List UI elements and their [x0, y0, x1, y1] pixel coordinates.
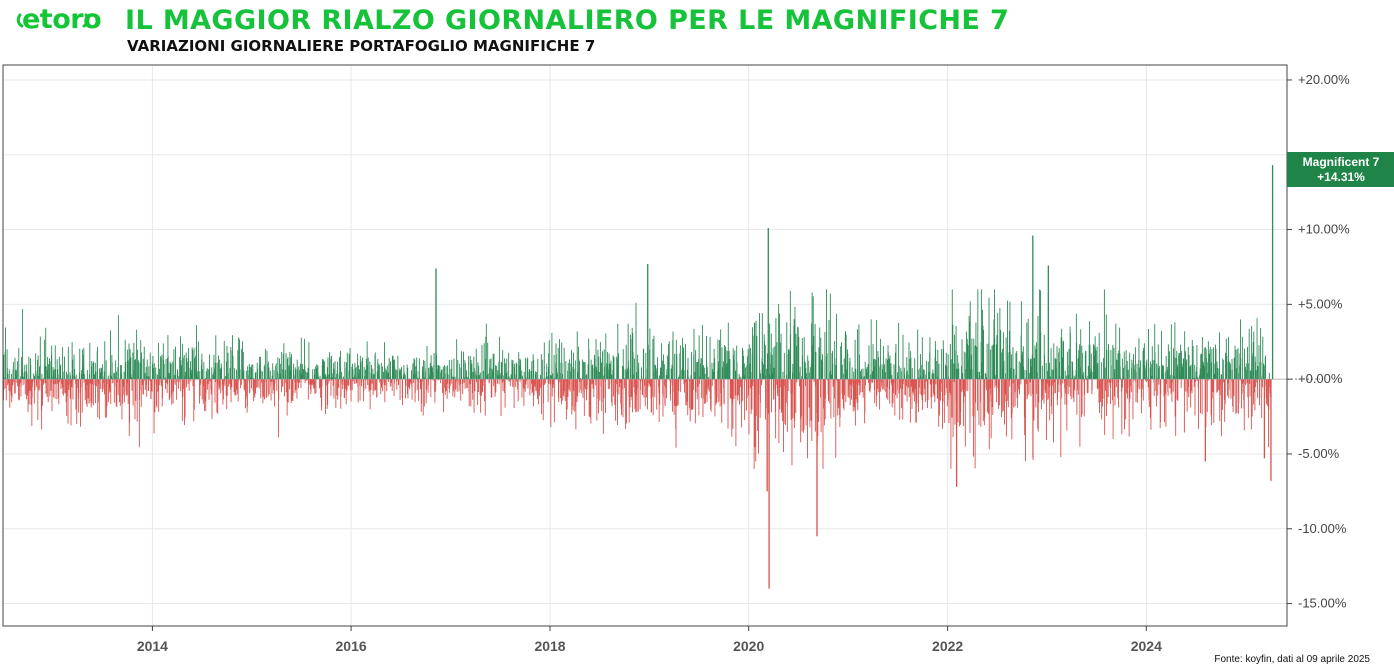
x-axis: 2014 2016 2018 2020 2022 2024: [137, 626, 1162, 654]
leaf-icon: [16, 13, 90, 28]
last-value-tag-value: +14.31%: [1317, 170, 1365, 184]
y-tick-label: -15.00%: [1298, 596, 1347, 611]
y-tick-label: +0.00%: [1298, 371, 1343, 386]
x-tick-label: 2020: [733, 638, 764, 654]
x-tick-label: 2022: [932, 638, 963, 654]
y-tick-label: +10.00%: [1298, 222, 1350, 237]
x-tick-label: 2024: [1131, 638, 1162, 654]
chart-bars: [2, 165, 1320, 589]
y-tick-label: -5.00%: [1298, 446, 1340, 461]
page-subtitle: VARIAZIONI GIORNALIERE PORTAFOGLIO MAGNI…: [127, 37, 596, 55]
source-note: Fonte: koyfin, dati al 09 aprile 2025: [1214, 654, 1370, 665]
page-title: IL MAGGIOR RIALZO GIORNALIERO PER LE MAG…: [125, 5, 1010, 36]
y-tick-label: +20.00%: [1298, 72, 1350, 87]
x-tick-label: 2016: [336, 638, 367, 654]
y-tick-label: -10.00%: [1298, 521, 1347, 536]
last-value-tag-bg: [1287, 152, 1394, 187]
x-tick-label: 2014: [137, 638, 168, 654]
y-axis: +20.00% +10.00% +5.00% +0.00% -5.00% -10.00% -…: [1287, 72, 1350, 611]
logo-text: etoro: [22, 4, 102, 35]
last-value-tag: Magnificent 7 +14.31%: [1287, 152, 1394, 187]
y-tick-label: +5.00%: [1298, 296, 1343, 311]
last-value-tag-series: Magnificent 7: [1303, 155, 1380, 169]
x-tick-label: 2018: [534, 638, 565, 654]
plot-frame: [2, 64, 1288, 627]
